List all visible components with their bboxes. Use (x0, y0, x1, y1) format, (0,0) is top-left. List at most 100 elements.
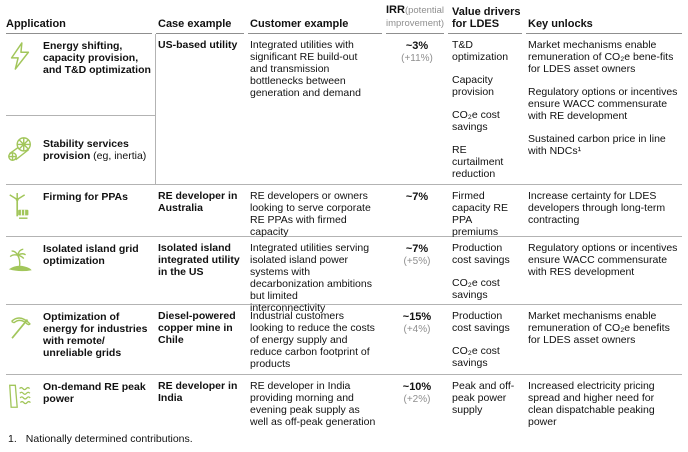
key-unlocks-cell: Increased electricity pricing spread and… (526, 375, 682, 428)
customer-example-cell: Integrated utilities serving isolated is… (250, 242, 372, 314)
irr-value: ~10% (402, 381, 432, 393)
case-example-cell: RE developer in Australia (158, 190, 238, 214)
irr-improvement: (+5%) (403, 256, 431, 267)
col-header-label: Case example (158, 18, 232, 30)
irr-value: ~7% (405, 243, 429, 255)
irr-improvement: (+2%) (403, 394, 431, 405)
application-item: Optimization of energy for industries wi… (6, 305, 156, 359)
key-unlocks-cell: Regulatory options or incentives ensure … (526, 237, 682, 314)
application-title: Stability services provision (43, 138, 129, 162)
table-row-isolated-island: Isolated island grid optimization Isolat… (6, 236, 682, 314)
application-cell: On-demand RE peak power (6, 375, 156, 428)
value-driver: T&D optimization (452, 39, 509, 63)
value-driver: Production cost savings (452, 310, 510, 334)
lightning-icon (6, 40, 36, 72)
application-item: On-demand RE peak power (6, 375, 156, 413)
table-row-firming-ppas: Firming for PPAs RE developer in Austral… (6, 184, 682, 238)
footnote: 1. Nationally determined contributions. (6, 428, 682, 445)
key-unlock: Increase certainty for LDES developers t… (528, 190, 666, 226)
application-label: On-demand RE peak power (43, 381, 152, 413)
irr-value: ~15% (402, 311, 432, 323)
irr-improvement: (+11%) (401, 53, 433, 64)
irr-cell: ~15% (+4%) (386, 305, 448, 374)
application-divider (6, 115, 155, 116)
application-suffix: (eg, inertia) (90, 150, 147, 162)
col-header-case-example: Case example (156, 18, 244, 34)
application-label: Energy shifting, capacity provision, and… (43, 40, 151, 115)
key-unlocks-cell: Market mechanisms enable remuneration of… (526, 34, 682, 184)
col-header-customer-example: Customer example (248, 18, 382, 34)
application-cell: Isolated island grid optimization (6, 237, 156, 314)
key-unlocks-cell: Increase certainty for LDES developers t… (526, 185, 682, 238)
table-row-remote-industries: Optimization of energy for industries wi… (6, 304, 682, 374)
value-drivers-cell: Production cost savings CO₂e cost saving… (448, 305, 526, 374)
value-driver: CO₂e cost savings (452, 345, 500, 369)
value-driver: CO₂e cost savings (452, 277, 500, 301)
application-cell: Energy shifting, capacity provision, and… (6, 34, 156, 184)
value-driver: Production cost savings (452, 242, 510, 266)
key-unlock: Regulatory options or incentives ensure … (528, 86, 678, 122)
irr-cell: ~10% (+2%) (386, 375, 448, 428)
peak-plant-icon (6, 381, 36, 413)
value-drivers-cell: Firmed capacity RE PPA premiums (448, 185, 526, 238)
table-row-on-demand-peak: On-demand RE peak power RE developer in … (6, 374, 682, 428)
application-title: On-demand RE peak power (43, 381, 146, 405)
customer-example-cell: Industrial customers looking to reduce t… (250, 310, 375, 370)
value-drivers-cell: T&D optimization Capacity provision CO₂e… (448, 34, 526, 184)
irr-value: ~7% (405, 191, 429, 203)
customer-example-cell: RE developer in India providing morning … (250, 380, 376, 428)
col-header-irr: IRR(potential improvement) (386, 4, 444, 34)
col-header-label: Key unlocks (528, 18, 593, 30)
flywheel-inertia-icon (6, 134, 36, 166)
value-driver: Firmed capacity RE PPA premiums (452, 190, 509, 238)
application-cell: Firming for PPAs (6, 185, 156, 238)
irr-value: ~3% (405, 40, 429, 52)
irr-cell: ~7% (+5%) (386, 237, 448, 314)
key-unlock: Market mechanisms enable remuneration of… (528, 39, 674, 75)
key-unlocks-cell: Market mechanisms enable remuneration of… (526, 305, 682, 374)
application-label: Optimization of energy for industries wi… (43, 311, 152, 359)
footnote-text: Nationally determined contributions. (25, 433, 193, 445)
table-header: Application Case example Customer exampl… (6, 4, 682, 34)
col-header-key-unlocks: Key unlocks (526, 18, 682, 34)
application-label: Stability services provision (eg, inerti… (43, 138, 151, 162)
customer-example-cell: RE developers or owners looking to serve… (250, 190, 371, 238)
wind-turbine-icon (6, 191, 36, 223)
value-driver: RE curtailment reduction (452, 144, 504, 180)
irr-cell: ~7% (386, 185, 448, 238)
pickaxe-icon (6, 311, 36, 343)
case-example-cell: Diesel-powered copper mine in Chile (158, 310, 236, 346)
table-row-energy-shifting: Energy shifting, capacity provision, and… (6, 34, 682, 184)
key-unlock: Regulatory options or incentives ensure … (528, 242, 678, 278)
key-unlock: Increased electricity pricing spread and… (528, 380, 655, 428)
case-example-cell: US-based utility (158, 39, 238, 51)
key-unlock: Sustained carbon price in line with NDCs… (528, 133, 666, 157)
irr-improvement: (+4%) (403, 324, 431, 335)
footnote-marker: 1. (8, 433, 17, 445)
col-header-value-drivers: Value drivers for LDES (448, 6, 522, 34)
application-item: Energy shifting, capacity provision, and… (6, 34, 155, 115)
application-label: Isolated island grid optimization (43, 243, 152, 275)
value-driver: CO₂e cost savings (452, 109, 500, 133)
value-drivers-cell: Production cost savings CO₂e cost saving… (448, 237, 526, 314)
col-header-sub-label: (potential improvement) (386, 5, 445, 29)
application-title: Isolated island grid optimization (43, 243, 139, 267)
value-driver: Capacity provision (452, 74, 495, 98)
application-item: Firming for PPAs (6, 185, 156, 223)
palm-island-icon (6, 243, 36, 275)
col-header-label: Value drivers for LDES (452, 6, 521, 30)
application-item: Isolated island grid optimization (6, 237, 156, 275)
col-header-label: IRR (386, 4, 405, 16)
application-item: Stability services provision (eg, inerti… (6, 116, 155, 184)
col-header-label: Application (6, 18, 66, 30)
application-title: Firming for PPAs (43, 191, 128, 203)
case-example-cell: Isolated island integrated utility in th… (158, 242, 240, 278)
customer-example-cell: Integrated utilities with significant RE… (250, 39, 361, 99)
col-header-label: Customer example (250, 18, 349, 30)
irr-cell: ~3% (+11%) (386, 34, 448, 184)
key-unlock: Market mechanisms enable remuneration of… (528, 310, 670, 346)
application-title: Optimization of energy for industries wi… (43, 311, 148, 359)
application-label: Firming for PPAs (43, 191, 128, 223)
value-drivers-cell: Peak and off-peak power supply (448, 375, 526, 428)
application-title: Energy shifting, capacity provision, and… (43, 40, 151, 76)
